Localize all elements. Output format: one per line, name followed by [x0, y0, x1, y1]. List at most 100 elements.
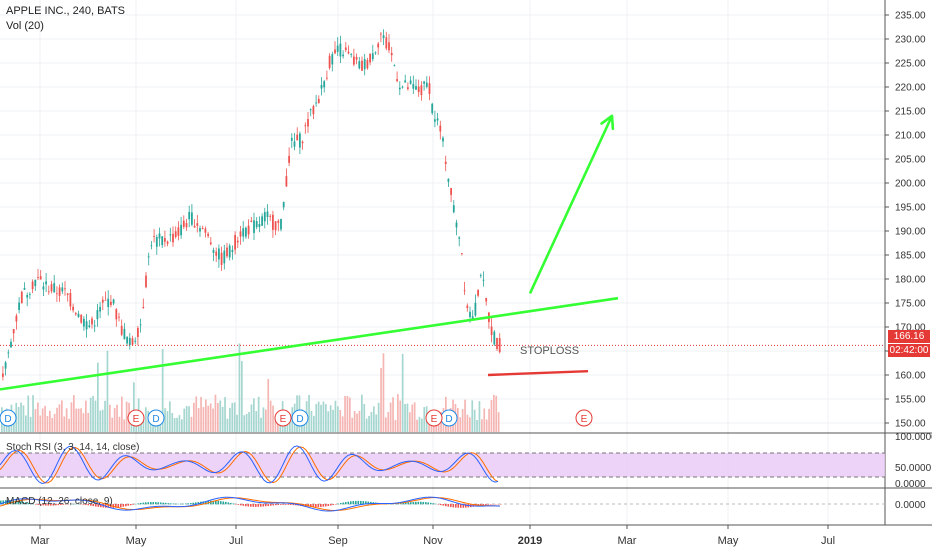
- volume-bar: [418, 416, 421, 432]
- candle-body: [193, 225, 196, 228]
- volume-bar: [166, 411, 169, 432]
- candle-body: [91, 318, 93, 325]
- volume-bar: [221, 406, 224, 432]
- macd-histogram-bar: [432, 503, 435, 505]
- volume-bar: [310, 410, 313, 432]
- candle-body: [412, 83, 415, 89]
- candle-body: [439, 125, 442, 132]
- volume-bar: [361, 394, 363, 432]
- macd-histogram-bar: [465, 504, 467, 508]
- volume-bar: [65, 408, 68, 432]
- macd-histogram-bar: [360, 500, 362, 505]
- volume-bar: [61, 400, 63, 432]
- candle-body: [280, 219, 282, 230]
- volume-bar: [483, 408, 486, 432]
- candle-body: [112, 299, 115, 304]
- volume-bar: [17, 407, 20, 432]
- candle-body: [442, 137, 444, 142]
- macd-histogram-bar: [365, 501, 367, 505]
- macd-histogram-bar: [217, 500, 220, 505]
- candle-body: [277, 220, 280, 223]
- candle-body: [447, 178, 450, 182]
- macd-histogram-bar: [262, 504, 265, 507]
- volume-bar: [176, 417, 178, 432]
- volume-bar: [260, 417, 262, 432]
- candle-body: [118, 316, 120, 318]
- volume-bar: [34, 409, 37, 432]
- macd-histogram-bar: [130, 504, 132, 506]
- volume-bar: [421, 418, 423, 432]
- volume-bar: [274, 417, 277, 432]
- macd-histogram-bar: [230, 502, 232, 505]
- volume-bar: [219, 400, 222, 432]
- volume-bar: [164, 408, 166, 432]
- candle-body: [228, 245, 231, 258]
- macd-histogram-bar: [185, 503, 187, 505]
- candle-body: [312, 106, 315, 115]
- macd-histogram-bar: [327, 504, 330, 506]
- macd-histogram-bar: [197, 502, 200, 505]
- volume-bar: [89, 397, 92, 432]
- candle-body: [423, 81, 425, 84]
- candle-body: [239, 231, 242, 237]
- volume-bar: [337, 406, 339, 432]
- volume-bar: [51, 417, 54, 432]
- volume-bar: [185, 405, 188, 432]
- volume-bar: [459, 417, 462, 432]
- macd-histogram-bar: [212, 500, 215, 505]
- candle-body: [85, 321, 88, 330]
- macd-histogram-bar: [132, 504, 135, 505]
- candle-body: [482, 279, 485, 281]
- candle-body: [147, 256, 150, 258]
- volume-bar: [46, 416, 49, 432]
- volume-bar: [238, 343, 241, 432]
- volume-bar: [373, 406, 375, 432]
- price-axis-label: 180.00: [895, 275, 926, 286]
- macd-histogram-bar: [242, 504, 245, 506]
- candle-body: [315, 102, 317, 104]
- volume-bar: [478, 401, 481, 432]
- volume-bar: [53, 413, 56, 432]
- price-axis-label: 175.00: [895, 299, 926, 310]
- candle-body: [153, 235, 155, 237]
- volume-bar: [473, 409, 476, 432]
- candle-body: [120, 325, 123, 335]
- candle-body: [10, 341, 12, 348]
- macd-histogram-bar: [282, 504, 285, 505]
- candle-body: [380, 33, 382, 35]
- volume-bar: [332, 409, 334, 432]
- volume-bar: [481, 419, 483, 432]
- candle-body: [74, 313, 77, 315]
- candle-body: [61, 287, 64, 292]
- candle-body: [188, 211, 191, 220]
- candle-body: [64, 288, 66, 290]
- macd-histogram-bar: [362, 501, 365, 505]
- stoch-axis-label: 50.0000: [895, 463, 932, 474]
- macd-histogram-bar: [55, 504, 57, 506]
- macd-histogram-bar: [332, 504, 335, 505]
- candle-body: [285, 176, 288, 187]
- candle-body: [339, 43, 342, 57]
- macd-histogram-bar: [255, 504, 257, 507]
- volume-bar: [325, 404, 327, 432]
- macd-histogram-bar: [30, 503, 32, 505]
- volume-bar: [212, 408, 214, 432]
- volume-bar: [329, 405, 332, 432]
- macd-histogram-bar: [347, 501, 350, 505]
- candle-body: [18, 302, 20, 310]
- candle-body: [20, 291, 23, 304]
- volume-bar: [243, 415, 246, 432]
- candle-body: [353, 56, 355, 65]
- macd-histogram-bar: [310, 504, 312, 507]
- volume-bar: [190, 416, 193, 432]
- candle-body: [393, 64, 396, 66]
- macd-histogram-bar: [10, 500, 12, 505]
- volume-bar: [82, 413, 85, 432]
- candle-body: [326, 77, 328, 79]
- candle-body: [164, 238, 166, 242]
- candle-body: [223, 250, 226, 264]
- trendline: [0, 296, 619, 391]
- macd-histogram-bar: [137, 503, 140, 505]
